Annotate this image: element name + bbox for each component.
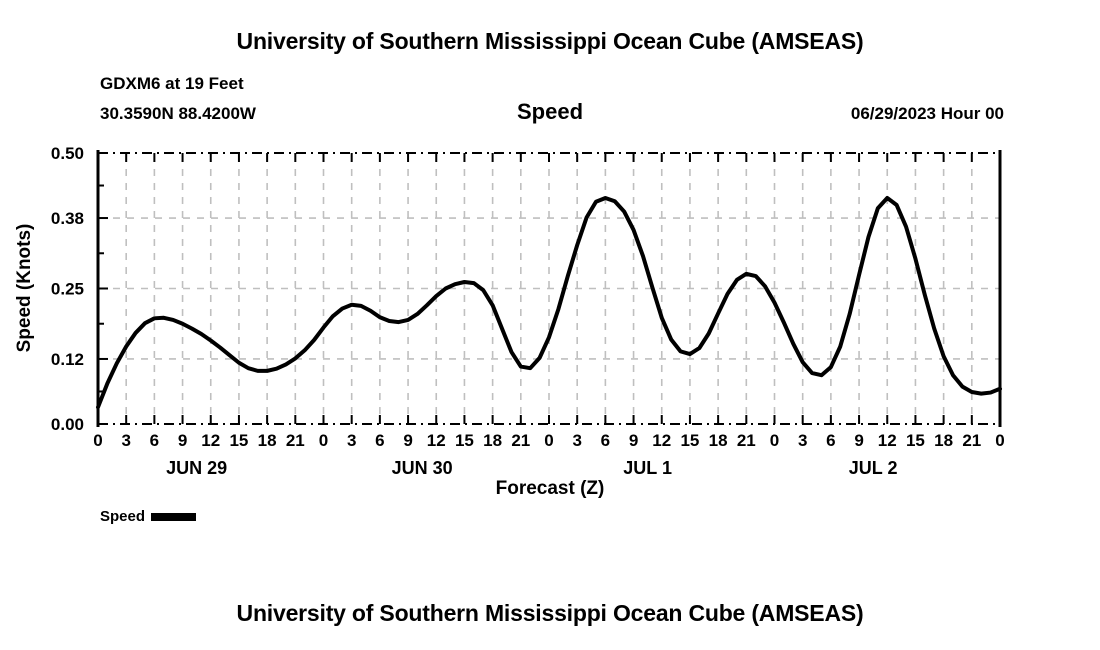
x-tick-label: 9 — [629, 431, 638, 450]
x-tick-label: 0 — [319, 431, 328, 450]
x-tick-label: 21 — [737, 431, 756, 450]
x-tick-label: 6 — [150, 431, 159, 450]
y-tick-label: 0.00 — [51, 415, 84, 434]
x-axis-day-label: JUL 2 — [849, 458, 898, 478]
x-tick-label: 18 — [709, 431, 728, 450]
page-title: University of Southern Mississippi Ocean… — [236, 28, 864, 54]
variable-title: Speed — [516, 99, 584, 124]
x-tick-label: 15 — [229, 431, 248, 450]
station-label: GDXM6 at 19 Feet — [100, 74, 244, 93]
x-tick-label: 12 — [201, 431, 220, 450]
x-tick-label: 21 — [511, 431, 530, 450]
x-tick-label: 3 — [798, 431, 807, 450]
x-axis-day-label: JUN 29 — [166, 458, 227, 478]
x-tick-label: 21 — [962, 431, 981, 450]
y-axis-title: Speed (Knots) — [14, 178, 36, 398]
coordinates-label: 30.3590N 88.4200W — [100, 104, 256, 123]
x-tick-label: 9 — [178, 431, 187, 450]
gridlines — [99, 155, 1000, 423]
x-tick-label: 6 — [601, 431, 610, 450]
y-axis-ticks: 0.00 0.12 0.25 0.38 0.50 — [51, 144, 108, 434]
x-tick-label: 0 — [995, 431, 1004, 450]
x-tick-label: 12 — [652, 431, 671, 450]
x-tick-label: 12 — [878, 431, 897, 450]
x-tick-label: 15 — [906, 431, 925, 450]
x-tick-label: 0 — [544, 431, 553, 450]
y-tick-label: 0.25 — [51, 280, 84, 299]
x-axis-day-labels: JUN 29 JUN 30 JUL 1 JUL 2 — [166, 458, 897, 478]
x-tick-label: 6 — [826, 431, 835, 450]
x-tick-label: 15 — [455, 431, 474, 450]
model-run-label: 06/29/2023 Hour 00 — [850, 104, 1004, 123]
x-tick-label: 3 — [347, 431, 356, 450]
x-tick-label: 0 — [93, 431, 102, 450]
x-tick-label: 21 — [286, 431, 305, 450]
legend-label-speed: Speed — [100, 508, 146, 525]
x-axis-day-label: JUL 1 — [623, 458, 672, 478]
x-tick-label: 15 — [680, 431, 699, 450]
x-tick-label: 6 — [375, 431, 384, 450]
x-axis-ticks: 0 3 6 9 12 15 18 21 0 3 6 9 12 15 18 21 0 3 6 9 12 15 18 21 0 3 6 9… — [93, 153, 1005, 450]
x-tick-label: 12 — [427, 431, 446, 450]
x-tick-label: 18 — [483, 431, 502, 450]
x-tick-label: 3 — [572, 431, 581, 450]
x-tick-label: 3 — [121, 431, 130, 450]
x-tick-label: 9 — [854, 431, 863, 450]
x-tick-label: 18 — [934, 431, 953, 450]
data-line-speed — [96, 195, 1002, 410]
y-axis-title-text: Speed (Knots) — [14, 223, 35, 353]
data-series-group — [96, 195, 1002, 410]
y-tick-label: 0.12 — [51, 350, 84, 369]
legend: Speed — [100, 508, 197, 525]
x-axis-day-label: JUN 30 — [392, 458, 453, 478]
footer-title: University of Southern Mississippi Ocean… — [236, 600, 864, 626]
legend-swatch-speed — [151, 512, 197, 521]
y-tick-label: 0.50 — [51, 144, 84, 163]
x-tick-label: 0 — [770, 431, 779, 450]
y-tick-label: 0.38 — [51, 209, 84, 228]
x-tick-label: 9 — [403, 431, 412, 450]
x-tick-label: 18 — [258, 431, 277, 450]
x-axis-title: Forecast (Z) — [495, 478, 605, 499]
